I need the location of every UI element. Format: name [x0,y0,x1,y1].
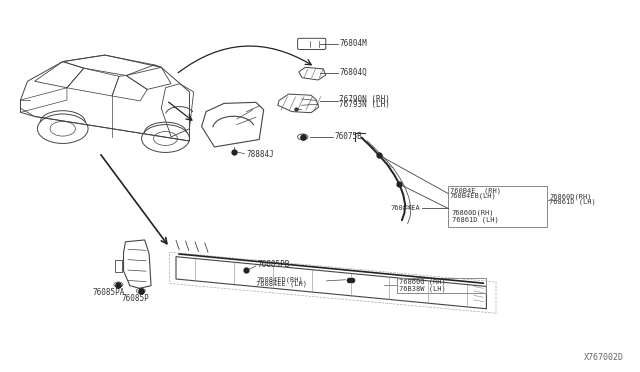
Text: 76085P: 76085P [122,294,149,303]
Text: 78884J: 78884J [246,150,274,159]
Text: 76860D(RH): 76860D(RH) [452,209,494,216]
Text: 76084EE (LH): 76084EE (LH) [256,281,307,288]
Text: 76084ED(RH): 76084ED(RH) [256,276,303,283]
Text: 76075B: 76075B [334,132,362,141]
Bar [397,278,486,293]
Text: 76085PA: 76085PA [93,288,125,296]
Text: 76804Q: 76804Q [339,68,367,77]
Bar [448,186,547,227]
Text: 76861D (LH): 76861D (LH) [452,217,499,224]
Text: 76860D(RH): 76860D(RH) [549,193,591,200]
Text: 760B4E  (RH): 760B4E (RH) [450,187,501,194]
Text: 76084EA: 76084EA [390,205,420,211]
Text: 76860G (RH): 76860G (RH) [399,279,446,285]
Text: 76861D (LH): 76861D (LH) [549,198,596,205]
Text: 760B4EB(LH): 760B4EB(LH) [450,192,497,199]
Text: X767002D: X767002D [584,353,624,362]
Text: 76793N (LH): 76793N (LH) [339,100,390,109]
Text: 76790N (RH): 76790N (RH) [339,95,390,104]
Text: 76085PB: 76085PB [257,260,290,269]
Text: 76B38W (LH): 76B38W (LH) [399,286,446,292]
Text: 76804M: 76804M [339,39,367,48]
